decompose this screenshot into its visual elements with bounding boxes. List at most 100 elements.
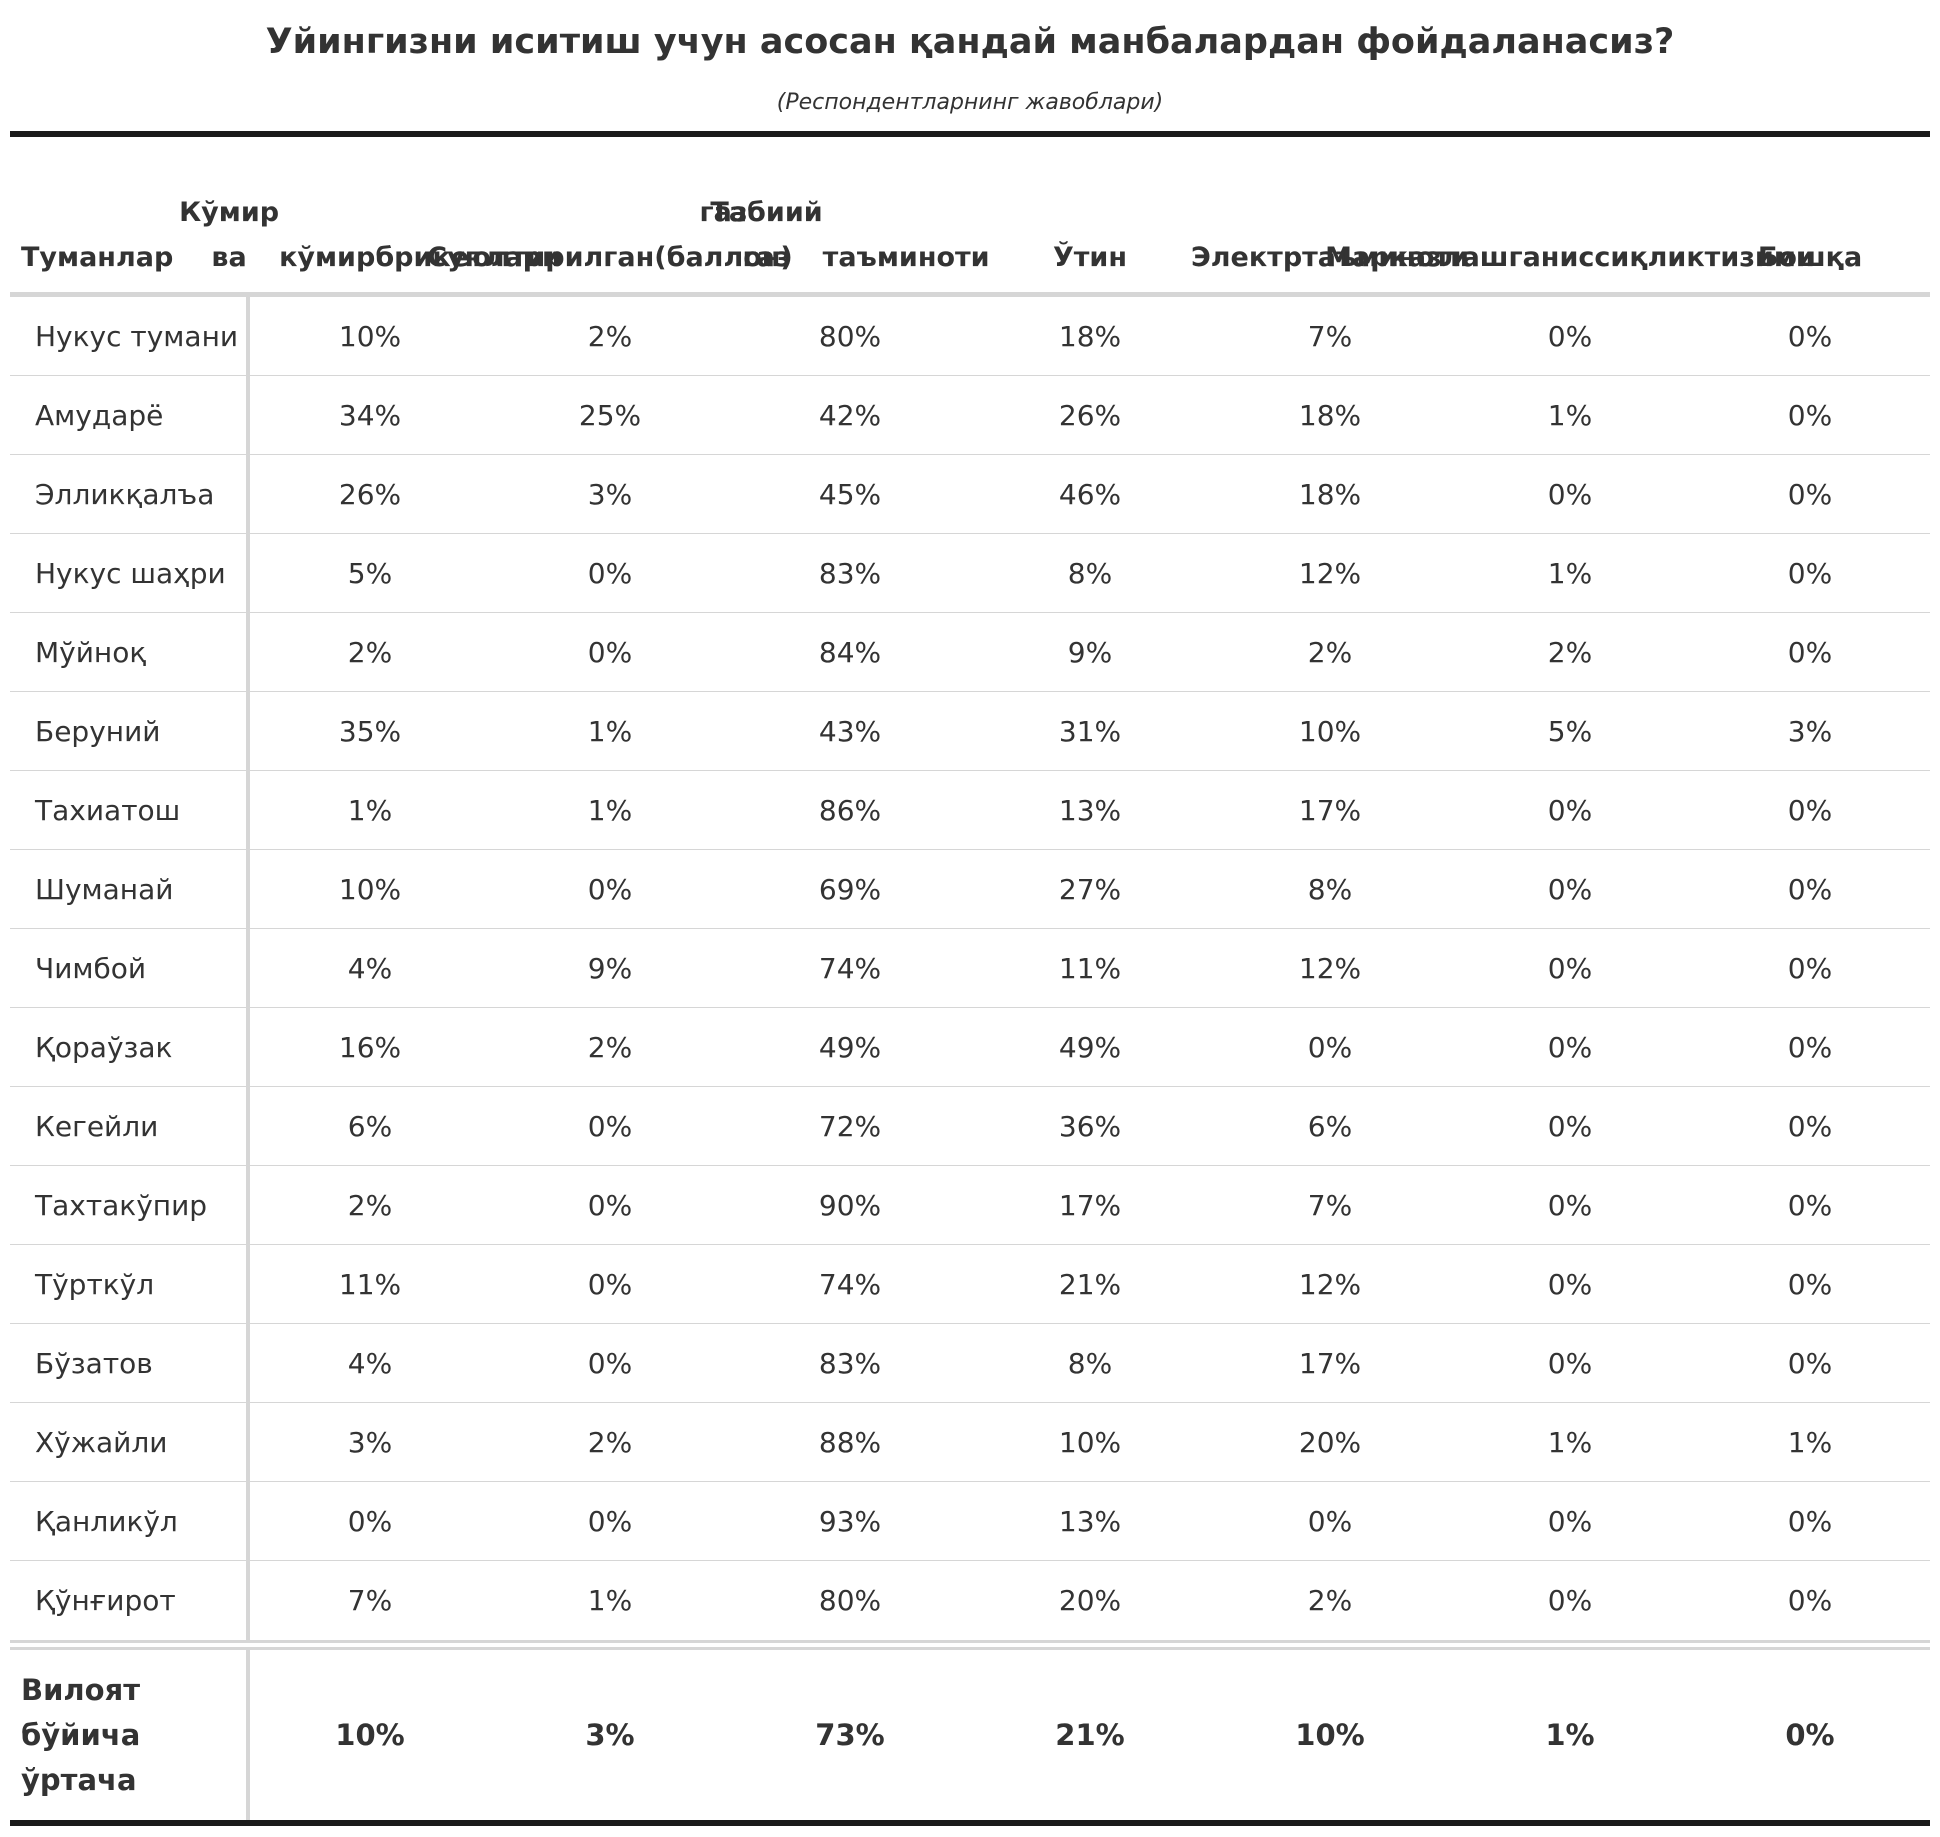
table-cell: 0% bbox=[587, 1504, 633, 1538]
table-cell: 16% bbox=[338, 1030, 402, 1064]
table-cell: 0% bbox=[1787, 319, 1833, 353]
table-cell: 0% bbox=[1787, 1584, 1833, 1617]
table-cell: 0% bbox=[1547, 477, 1593, 511]
footer-cell: 21% bbox=[1055, 1718, 1125, 1752]
column-header-7: Бошқа bbox=[1757, 242, 1863, 273]
footer-cell: 10% bbox=[1295, 1718, 1365, 1752]
column-header-1: Кўмир ва кўмир брикетлари bbox=[179, 197, 561, 273]
table-footer: Вилоят бўйича ўртача 10% 3% 73% 21% 10% 1% 0% bbox=[10, 1650, 1930, 1820]
column-header-5: Электр таъминоти bbox=[1190, 242, 1470, 273]
table-cell: 13% bbox=[1058, 793, 1122, 827]
table-cell: 0% bbox=[1547, 1188, 1593, 1222]
table-cell: 0% bbox=[587, 1346, 633, 1380]
footer-cell: 1% bbox=[1545, 1718, 1595, 1752]
table-cell: 0% bbox=[1307, 1030, 1353, 1064]
table-cell: 1% bbox=[587, 1584, 633, 1617]
table-cell: 35% bbox=[338, 714, 402, 748]
table-cell: 1% bbox=[1787, 1425, 1833, 1459]
table-cell: 42% bbox=[818, 398, 882, 432]
table-cell: 27% bbox=[1058, 872, 1122, 906]
table-cell: 3% bbox=[1787, 714, 1833, 748]
table-cell: 1% bbox=[1547, 1425, 1593, 1459]
table-cell: 4% bbox=[347, 951, 393, 985]
row-label: Мўйноқ bbox=[10, 613, 250, 691]
column-header-6: Марказлашган иссиқлик тизими bbox=[1325, 242, 1815, 273]
table-cell: 80% bbox=[818, 1584, 882, 1617]
table-cell: 43% bbox=[818, 714, 882, 748]
table-cell: 72% bbox=[818, 1109, 882, 1143]
table-cell: 0% bbox=[1547, 1584, 1593, 1617]
table-row: Тўрткўл 11% 0% 74% 21% 12% 0% 0% bbox=[10, 1245, 1930, 1324]
column-header-3: Табиий газ таъминоти bbox=[710, 197, 990, 273]
table-cell: 11% bbox=[1058, 951, 1122, 985]
table-cell: 2% bbox=[587, 1425, 633, 1459]
table-cell: 2% bbox=[587, 1030, 633, 1064]
chart-subtitle: (Респондентларнинг жавоблари) bbox=[776, 90, 1164, 115]
row-label: Шуманай bbox=[10, 850, 250, 928]
bottom-rule bbox=[10, 1820, 1930, 1826]
table-cell: 5% bbox=[347, 556, 393, 590]
table-cell: 0% bbox=[1787, 1346, 1833, 1380]
table-cell: 17% bbox=[1058, 1188, 1122, 1222]
table-cell: 0% bbox=[1547, 319, 1593, 353]
table-cell: 12% bbox=[1298, 1267, 1362, 1301]
table-cell: 83% bbox=[818, 556, 882, 590]
table-cell: 45% bbox=[818, 477, 882, 511]
top-rule bbox=[10, 131, 1930, 137]
table-row: Қанликўл 0% 0% 93% 13% 0% 0% 0% bbox=[10, 1482, 1930, 1561]
table-cell: 74% bbox=[818, 1267, 882, 1301]
row-label: Нукус тумани bbox=[10, 297, 250, 375]
table-cell: 1% bbox=[587, 793, 633, 827]
row-label: Тўрткўл bbox=[10, 1245, 250, 1323]
table-row: Тахиатош 1% 1% 86% 13% 17% 0% 0% bbox=[10, 771, 1930, 850]
table-cell: 2% bbox=[1307, 635, 1353, 669]
table-cell: 5% bbox=[1547, 714, 1593, 748]
table-cell: 31% bbox=[1058, 714, 1122, 748]
table-cell: 2% bbox=[347, 1188, 393, 1222]
row-label: Тахтакўпир bbox=[10, 1166, 250, 1244]
table-cell: 2% bbox=[347, 635, 393, 669]
table-row: Бўзатов 4% 0% 83% 8% 17% 0% 0% bbox=[10, 1324, 1930, 1403]
table-cell: 34% bbox=[338, 398, 402, 432]
table-cell: 2% bbox=[587, 319, 633, 353]
table-row: Тахтакўпир 2% 0% 90% 17% 7% 0% 0% bbox=[10, 1166, 1930, 1245]
table-cell: 0% bbox=[1547, 1109, 1593, 1143]
table-row: Хўжайли 3% 2% 88% 10% 20% 1% 1% bbox=[10, 1403, 1930, 1482]
table-row: Нукус шаҳри 5% 0% 83% 8% 12% 1% 0% bbox=[10, 534, 1930, 613]
table-cell: 69% bbox=[818, 872, 882, 906]
table-row: Чимбой 4% 9% 74% 11% 12% 0% 0% bbox=[10, 929, 1930, 1008]
footer-cell: 0% bbox=[1785, 1718, 1835, 1752]
header-rule bbox=[10, 292, 1930, 297]
table-cell: 74% bbox=[818, 951, 882, 985]
table-cell: 1% bbox=[347, 793, 393, 827]
table-cell: 8% bbox=[1067, 556, 1113, 590]
table-cell: 10% bbox=[1058, 1425, 1122, 1459]
table-cell: 3% bbox=[347, 1425, 393, 1459]
row-label: Кегейли bbox=[10, 1087, 250, 1165]
table-cell: 1% bbox=[1547, 556, 1593, 590]
table-cell: 6% bbox=[1307, 1109, 1353, 1143]
table-cell: 0% bbox=[1787, 477, 1833, 511]
footer-cell: 10% bbox=[335, 1718, 405, 1752]
column-header-2: Суюлтирилган газ (баллон) bbox=[427, 197, 793, 273]
table-cell: 0% bbox=[347, 1504, 393, 1538]
table-cell: 0% bbox=[1787, 1188, 1833, 1222]
table-cell: 83% bbox=[818, 1346, 882, 1380]
table-cell: 25% bbox=[578, 398, 642, 432]
table-cell: 88% bbox=[818, 1425, 882, 1459]
table-cell: 0% bbox=[1547, 872, 1593, 906]
footer-label: Вилоят бўйича ўртача bbox=[10, 1650, 250, 1820]
table-cell: 20% bbox=[1298, 1425, 1362, 1459]
table-cell: 18% bbox=[1298, 398, 1362, 432]
row-label: Хўжайли bbox=[10, 1403, 250, 1481]
table-row: Қўнғирот 7% 1% 80% 20% 2% 0% 0% bbox=[10, 1561, 1930, 1640]
row-label: Беруний bbox=[10, 692, 250, 770]
table-cell: 93% bbox=[818, 1504, 882, 1538]
table-cell: 0% bbox=[1547, 1030, 1593, 1064]
table-cell: 0% bbox=[1787, 398, 1833, 432]
table-cell: 18% bbox=[1058, 319, 1122, 353]
table-cell: 1% bbox=[1547, 398, 1593, 432]
table-cell: 1% bbox=[587, 714, 633, 748]
table-cell: 12% bbox=[1298, 556, 1362, 590]
table-cell: 0% bbox=[1307, 1504, 1353, 1538]
